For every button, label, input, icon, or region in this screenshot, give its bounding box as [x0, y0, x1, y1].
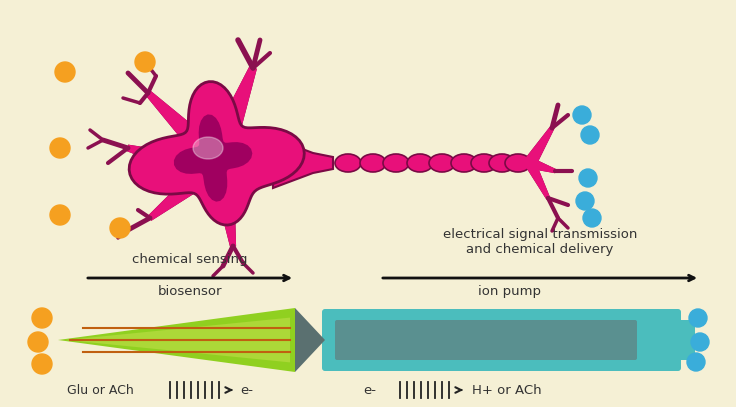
- Text: Glu or ACh: Glu or ACh: [67, 383, 133, 396]
- Ellipse shape: [407, 154, 433, 172]
- Polygon shape: [359, 159, 362, 167]
- FancyBboxPatch shape: [335, 320, 637, 360]
- Circle shape: [32, 308, 52, 328]
- Polygon shape: [149, 180, 195, 220]
- Circle shape: [576, 192, 594, 210]
- FancyBboxPatch shape: [322, 309, 681, 371]
- Polygon shape: [528, 158, 556, 173]
- Polygon shape: [146, 91, 199, 144]
- Ellipse shape: [360, 154, 386, 172]
- Circle shape: [28, 332, 48, 352]
- FancyBboxPatch shape: [646, 320, 695, 360]
- Polygon shape: [146, 91, 199, 144]
- Ellipse shape: [193, 137, 223, 159]
- Polygon shape: [174, 114, 252, 201]
- Ellipse shape: [429, 154, 455, 172]
- Circle shape: [689, 309, 707, 327]
- Polygon shape: [491, 159, 495, 167]
- Circle shape: [50, 205, 70, 225]
- Polygon shape: [526, 161, 549, 199]
- Polygon shape: [473, 159, 475, 167]
- Polygon shape: [127, 145, 185, 172]
- Polygon shape: [384, 159, 385, 167]
- Polygon shape: [295, 308, 325, 372]
- Circle shape: [691, 333, 709, 351]
- Circle shape: [583, 209, 601, 227]
- Polygon shape: [525, 127, 553, 166]
- Ellipse shape: [505, 154, 531, 172]
- Text: chemical sensing: chemical sensing: [132, 253, 248, 266]
- Circle shape: [579, 169, 597, 187]
- Text: ion pump: ion pump: [478, 285, 542, 298]
- Polygon shape: [407, 159, 409, 167]
- Polygon shape: [218, 67, 256, 137]
- Circle shape: [55, 62, 75, 82]
- Circle shape: [687, 353, 705, 371]
- Text: electrical signal transmission
and chemical delivery: electrical signal transmission and chemi…: [443, 228, 637, 256]
- Polygon shape: [525, 127, 553, 166]
- Polygon shape: [526, 161, 549, 199]
- Polygon shape: [129, 82, 304, 225]
- Text: H+ or ACh: H+ or ACh: [472, 383, 542, 396]
- Circle shape: [110, 218, 130, 238]
- Text: e-: e-: [364, 383, 377, 396]
- Circle shape: [135, 52, 155, 72]
- Polygon shape: [218, 195, 236, 246]
- Polygon shape: [218, 67, 256, 137]
- Ellipse shape: [471, 154, 497, 172]
- Circle shape: [573, 106, 591, 124]
- Polygon shape: [273, 138, 333, 188]
- Ellipse shape: [451, 154, 477, 172]
- Ellipse shape: [335, 154, 361, 172]
- Polygon shape: [66, 317, 290, 362]
- Text: biosensor: biosensor: [158, 285, 222, 298]
- Polygon shape: [528, 158, 556, 173]
- Circle shape: [50, 138, 70, 158]
- Circle shape: [32, 354, 52, 374]
- Circle shape: [581, 126, 599, 144]
- Ellipse shape: [489, 154, 515, 172]
- Text: e-: e-: [240, 383, 253, 396]
- Polygon shape: [149, 180, 195, 220]
- Polygon shape: [507, 159, 513, 167]
- Polygon shape: [58, 308, 295, 372]
- Polygon shape: [127, 145, 185, 172]
- Ellipse shape: [383, 154, 409, 172]
- Polygon shape: [218, 195, 236, 246]
